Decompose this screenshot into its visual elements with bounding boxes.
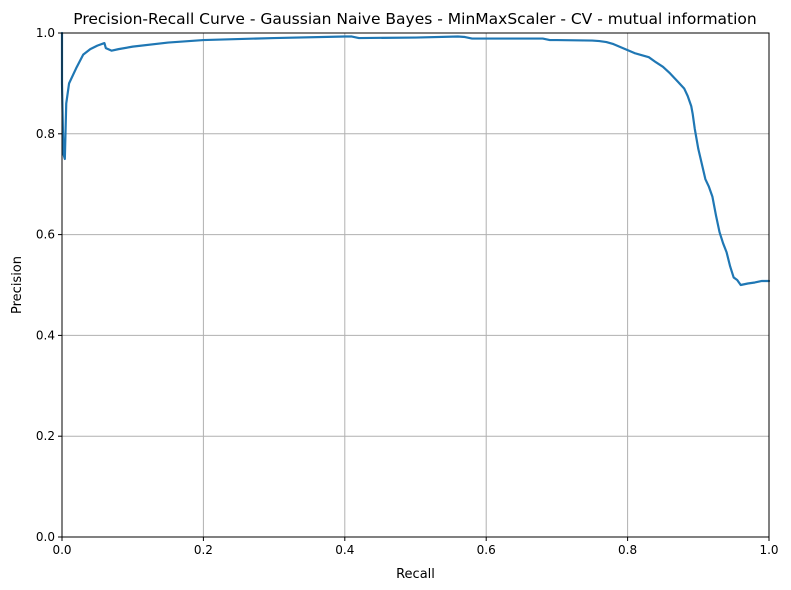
x-tick-label: 0.8: [618, 543, 637, 557]
curve-layer: [60, 31, 771, 287]
y-tick-label: 0.4: [36, 328, 55, 342]
x-tick-label: 0.6: [477, 543, 496, 557]
y-tick-label: 0.8: [36, 127, 55, 141]
y-tick-label: 1.0: [36, 26, 55, 40]
x-tick-label: 0.0: [52, 543, 71, 557]
x-axis: 0.0 0.2 0.4 0.6 0.8 1.0: [52, 537, 779, 557]
y-axis: 0.0 0.2 0.4 0.6 0.8 1.0: [36, 26, 62, 544]
precision-recall-line: [60, 31, 771, 287]
y-tick-label: 0.6: [36, 228, 55, 242]
y-tick-label: 0.2: [36, 429, 55, 443]
chart-title: Precision-Recall Curve - Gaussian Naive …: [73, 10, 757, 28]
grid-lines: [61, 32, 770, 538]
y-axis-label: Precision: [10, 256, 25, 314]
x-tick-label: 1.0: [759, 543, 778, 557]
y-tick-label: 0.0: [36, 530, 55, 544]
x-tick-label: 0.2: [194, 543, 213, 557]
x-axis-label: Recall: [396, 567, 435, 582]
plot-frame: [61, 32, 770, 538]
x-tick-label: 0.4: [335, 543, 354, 557]
